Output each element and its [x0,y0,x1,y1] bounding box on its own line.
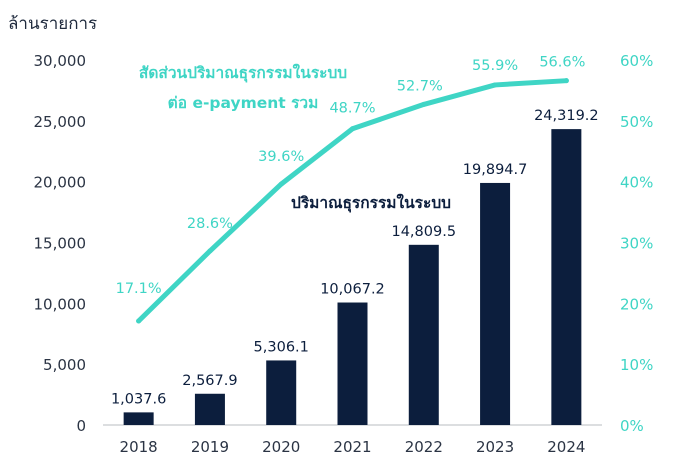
line-point-2023 [492,82,498,88]
line-point-2019 [207,248,213,254]
bar-2023 [480,182,511,425]
right-y-tick-label: 40% [620,174,653,192]
bar-data-label: 24,319.2 [534,108,599,124]
line-point-2020 [278,181,284,187]
right-y-tick-label: 50% [620,113,653,131]
bar-series [123,129,582,425]
right-y-axis-ticks: 0% 10% 20% 30% 40% 50% 60% [620,52,653,435]
bar-2022 [408,244,439,425]
bar-2020 [266,360,297,425]
right-y-tick-label: 10% [620,356,653,374]
line-point-2018 [136,318,142,324]
line-point-2024 [563,78,569,84]
bar-data-label: 1,037.6 [111,391,166,407]
x-tick-label: 2018 [120,438,158,456]
left-y-tick-label: 10,000 [34,295,87,313]
x-tick-label: 2022 [405,438,443,456]
bar-2024 [551,129,582,425]
bar-data-label: 19,894.7 [463,162,528,178]
left-y-tick-label: 0 [76,417,86,435]
left-y-tick-label: 15,000 [34,235,87,253]
line-series-title-line-2: ต่อ e-payment รวม [167,94,319,112]
x-tick-label: 2020 [262,438,300,456]
bar-series-title: ปริมาณธุรกรรมในระบบ [291,194,451,212]
bar-2021 [337,302,368,425]
bar-data-label: 14,809.5 [391,224,456,240]
right-y-tick-label: 0% [620,417,644,435]
left-y-tick-label: 30,000 [34,52,87,70]
line-data-label: 28.6% [187,216,233,232]
line-series-title: สัดส่วนปริมาณธุรกรรมในระบบ ต่อ e-payment… [108,58,378,118]
line-data-label: 56.6% [539,55,585,71]
line-point-2022 [421,101,427,107]
line-data-label: 55.9% [472,58,518,74]
bar-2019 [194,393,225,425]
bar-data-label: 10,067.2 [320,282,385,298]
line-data-label: 52.7% [397,78,443,94]
line-data-label: 48.7% [329,101,375,117]
left-y-tick-label: 20,000 [34,174,87,192]
y-axis-unit-label: ล้านรายการ [8,14,98,34]
left-y-tick-label: 5,000 [43,356,86,374]
line-series [136,78,569,324]
x-tick-label: 2019 [191,438,229,456]
line-data-label: 39.6% [258,149,304,165]
line-series-title-line-1: สัดส่วนปริมาณธุรกรรมในระบบ [138,64,348,82]
line-point-2021 [350,126,355,132]
bar-data-label: 5,306.1 [254,339,309,355]
left-y-axis-ticks: 0 5,000 10,000 15,000 20,000 25,000 30,000 [34,52,87,435]
bar-data-labels: 1,037.6 2,567.9 5,306.1 10,067.2 14,809.5 19,… [111,108,599,407]
line-data-label: 17.1% [116,281,162,297]
x-tick-label: 2024 [547,438,585,456]
x-tick-label: 2021 [333,438,371,456]
right-y-tick-label: 60% [620,52,653,70]
x-axis-ticks: 2018 2019 2020 2021 2022 2023 2024 [120,438,586,456]
bar-2018 [123,412,154,425]
x-tick-label: 2023 [476,438,514,456]
bar-data-label: 2,567.9 [182,373,237,389]
right-y-tick-label: 30% [620,235,653,253]
right-y-tick-label: 20% [620,295,653,313]
line-data-labels: 17.1% 28.6% 39.6% 48.7% 52.7% 55.9% 56.6% [116,55,586,297]
left-y-tick-label: 25,000 [34,113,87,131]
